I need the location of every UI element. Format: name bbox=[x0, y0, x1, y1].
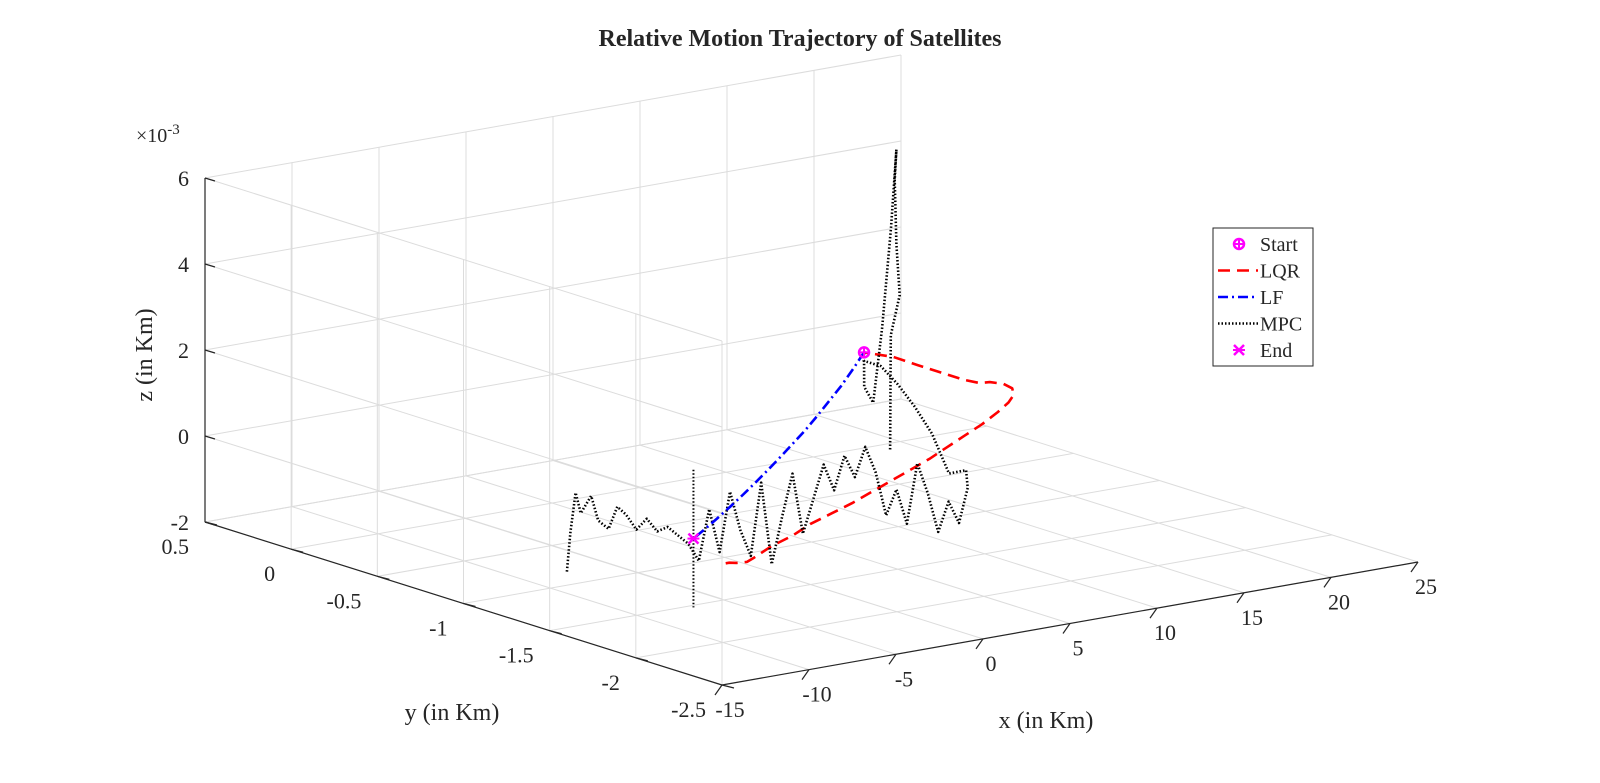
legend-marker bbox=[1232, 237, 1246, 251]
y-tick-mark bbox=[635, 657, 648, 662]
y-tick-mark bbox=[463, 602, 476, 608]
y-tick-label: 0 bbox=[264, 561, 275, 586]
series bbox=[565, 148, 1016, 608]
grid-line bbox=[204, 226, 902, 351]
grid-line bbox=[204, 349, 723, 514]
grid-line bbox=[204, 435, 723, 600]
grid-line bbox=[291, 425, 988, 550]
legend-item: Start bbox=[1232, 234, 1298, 256]
legend-label: LQR bbox=[1260, 261, 1301, 283]
legend-item: LQR bbox=[1218, 261, 1301, 283]
x-tick-mark bbox=[1410, 561, 1419, 573]
x-tick-label: 10 bbox=[1154, 620, 1176, 645]
legend-label: End bbox=[1260, 340, 1292, 362]
legend-label: Start bbox=[1260, 234, 1298, 256]
tick-labels: -15-10-505101520250.50-0.5-1-1.5-2-2.5-2… bbox=[162, 166, 1438, 722]
grid-line bbox=[204, 54, 902, 179]
legend-label: MPC bbox=[1260, 314, 1302, 336]
series-lf-line bbox=[692, 351, 866, 540]
grid bbox=[204, 54, 1419, 686]
series-end-marker bbox=[687, 532, 700, 545]
z-exponent-power: -3 bbox=[167, 122, 180, 138]
grid-line bbox=[204, 263, 723, 428]
z-tick-label: -2 bbox=[171, 510, 189, 535]
z-exponent-base: ×10 bbox=[136, 125, 167, 147]
series-lqr-line bbox=[725, 351, 1016, 565]
grid-line bbox=[204, 177, 723, 342]
z-tick-label: 4 bbox=[178, 252, 189, 277]
grid-line bbox=[463, 480, 1160, 604]
chart-title: Relative Motion Trajectory of Satellites bbox=[599, 26, 1002, 52]
z-tick-label: 0 bbox=[178, 424, 189, 449]
y-tick-mark bbox=[549, 630, 562, 635]
z-tick-mark bbox=[204, 435, 216, 440]
y-tick-label: -0.5 bbox=[327, 588, 362, 613]
grid-line bbox=[204, 398, 902, 523]
y-tick-label: -1 bbox=[429, 616, 447, 641]
y-tick-label: -2 bbox=[602, 670, 620, 695]
y-axis-label: y (in Km) bbox=[405, 700, 500, 726]
x-tick-label: 25 bbox=[1415, 574, 1437, 599]
z-tick-mark bbox=[204, 177, 216, 182]
grid-line bbox=[549, 507, 1246, 632]
x-tick-label: 20 bbox=[1328, 589, 1350, 614]
x-tick-label: 0 bbox=[986, 651, 997, 676]
axes bbox=[204, 177, 1419, 696]
legend-label: LF bbox=[1260, 287, 1283, 309]
legend-item: LF bbox=[1218, 287, 1283, 309]
y-tick-mark bbox=[377, 575, 390, 580]
z-tick-label: 6 bbox=[178, 166, 189, 191]
legend: Start LQR LF MPC End bbox=[1212, 227, 1314, 367]
x-axis-label: x (in Km) bbox=[999, 708, 1094, 734]
z-tick-mark bbox=[204, 521, 216, 526]
grid-line bbox=[204, 140, 902, 265]
y-tick-mark bbox=[721, 684, 735, 689]
legend-item: MPC bbox=[1218, 314, 1302, 336]
legend-marker bbox=[1233, 344, 1245, 356]
x-tick-mark bbox=[801, 669, 810, 680]
grid-line bbox=[204, 312, 902, 437]
x-tick-mark bbox=[975, 638, 984, 650]
x-tick-mark bbox=[1149, 607, 1158, 619]
y-tick-label: 0.5 bbox=[162, 534, 190, 559]
x-tick-mark bbox=[888, 653, 897, 665]
z-exponent-label: ×10-3 bbox=[136, 122, 180, 147]
grid-line bbox=[635, 534, 1332, 659]
y-tick-label: -1.5 bbox=[499, 643, 534, 668]
x-tick-mark bbox=[1062, 623, 1071, 634]
z-tick-mark bbox=[204, 349, 216, 354]
series-start-marker bbox=[857, 346, 871, 359]
x-tick-label: -15 bbox=[715, 697, 744, 722]
legend-box bbox=[1212, 227, 1314, 367]
x-tick-mark bbox=[1323, 577, 1332, 588]
y-tick-label: -2.5 bbox=[671, 697, 706, 722]
series-mpc-line bbox=[565, 148, 969, 572]
y-tick-mark bbox=[291, 548, 304, 553]
z-tick-label: 2 bbox=[178, 338, 189, 363]
legend-item: End bbox=[1233, 340, 1292, 362]
x-tick-mark bbox=[1236, 592, 1245, 604]
x-tick-mark bbox=[714, 684, 723, 696]
x-tick-label: -5 bbox=[895, 666, 913, 691]
z-tick-mark bbox=[204, 263, 216, 268]
x-tick-label: 15 bbox=[1241, 605, 1263, 630]
z-axis-label: z (in Km) bbox=[132, 308, 158, 401]
x-tick-label: 5 bbox=[1073, 636, 1084, 661]
x-tick-label: -10 bbox=[802, 682, 831, 707]
